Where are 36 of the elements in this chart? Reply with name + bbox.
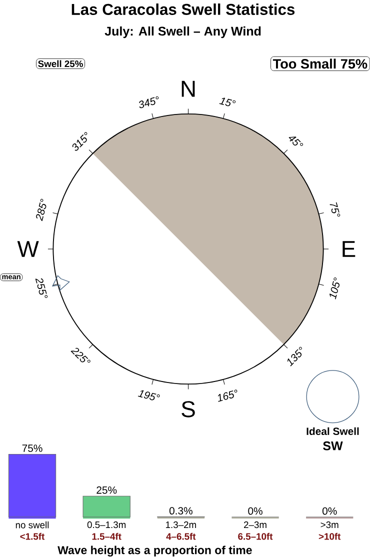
text: 1.5–4ft bbox=[92, 532, 122, 540]
x-tick-label: no swell bbox=[16, 521, 49, 528]
text: Ideal Swell bbox=[306, 427, 359, 436]
text: Too Small 75% bbox=[273, 58, 368, 69]
text: 165° bbox=[218, 390, 238, 402]
x-tick-label: 1.3–2m bbox=[166, 521, 196, 528]
text: Swell 25% bbox=[38, 60, 84, 68]
data-label: 0% bbox=[322, 507, 337, 515]
text: Las Caracolas Swell Statistics bbox=[72, 3, 295, 15]
text: 15° bbox=[219, 98, 236, 106]
x-tick-label: 2–3m bbox=[244, 521, 266, 528]
text: 195° bbox=[138, 390, 160, 400]
x-axis-title: Wave height as a proportion of time bbox=[58, 546, 252, 557]
data-label: 75% bbox=[22, 444, 42, 452]
text: 285° bbox=[36, 198, 46, 222]
text: W bbox=[17, 241, 39, 257]
text: 6.5–10ft bbox=[238, 532, 273, 540]
text: 255° bbox=[35, 278, 48, 298]
data-label: 0% bbox=[248, 507, 263, 515]
text: July: All Swell – Any Wind bbox=[104, 26, 261, 38]
text: E bbox=[342, 241, 356, 257]
text: <1.5ft bbox=[20, 532, 45, 540]
text: 4–6.5ft bbox=[166, 532, 196, 540]
text: 45° bbox=[288, 136, 304, 146]
data-label: 25% bbox=[96, 486, 117, 494]
text: 75° bbox=[330, 202, 340, 217]
text: 105° bbox=[330, 277, 340, 300]
text: 345° bbox=[139, 96, 159, 108]
text: SW bbox=[323, 441, 343, 450]
data-label: 0.3% bbox=[170, 507, 193, 514]
x-tick-label: 0.5–1.3m bbox=[87, 521, 126, 528]
x-tick-label: >3m bbox=[320, 521, 338, 528]
text: N bbox=[182, 80, 195, 97]
text: >10ft bbox=[319, 532, 341, 540]
text: S bbox=[182, 401, 195, 418]
text: 225° bbox=[70, 348, 90, 363]
